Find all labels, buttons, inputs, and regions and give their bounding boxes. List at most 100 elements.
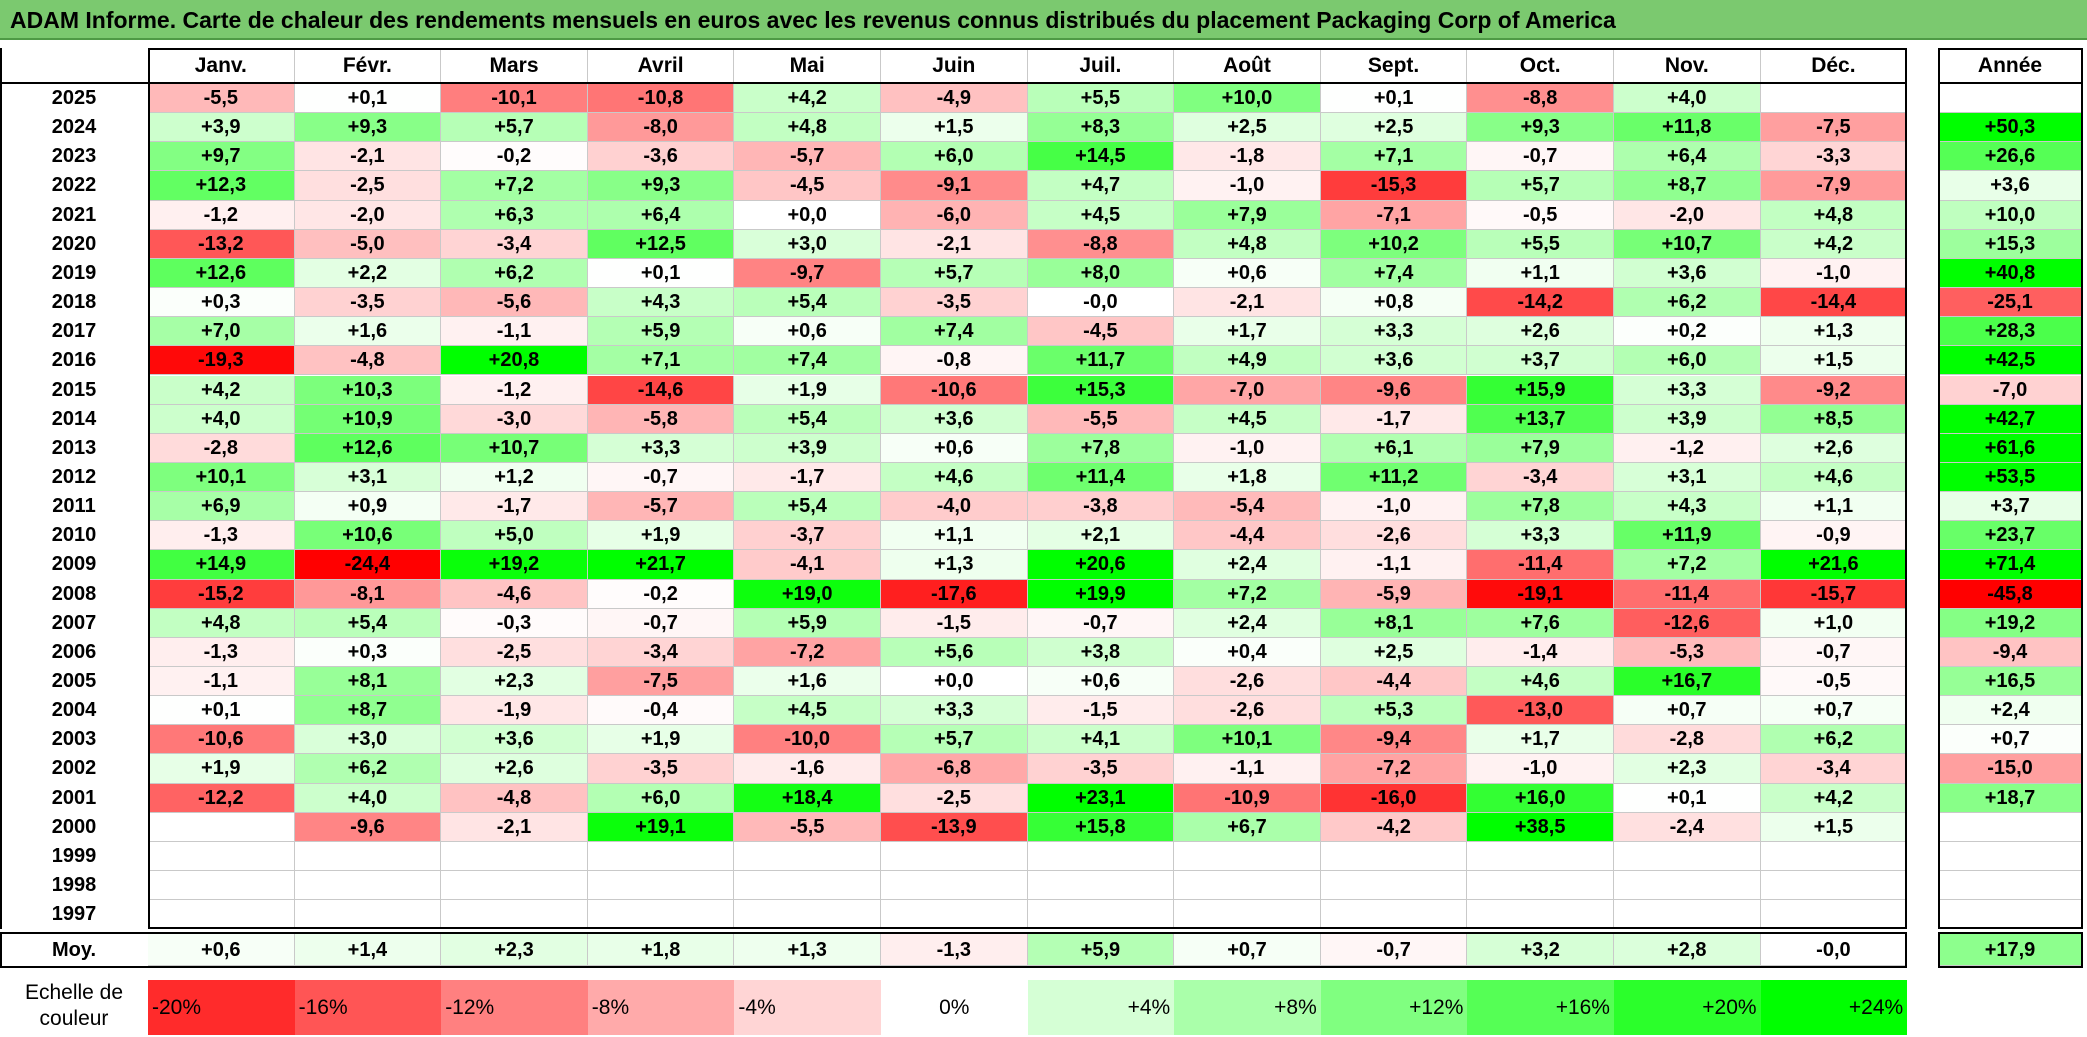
heatmap-cell bbox=[1174, 900, 1321, 930]
heatmap-cell: +7,8 bbox=[1467, 492, 1614, 522]
heatmap-cell: +1,8 bbox=[1174, 462, 1321, 493]
heatmap-cell bbox=[1174, 841, 1321, 872]
heatmap-cell: +2,6 bbox=[1760, 433, 1908, 463]
heatmap-cell: +0,8 bbox=[1320, 288, 1468, 318]
heatmap-cell: +4,7 bbox=[1027, 171, 1175, 201]
heatmap-cell: -5,5 bbox=[734, 812, 881, 842]
row-year-label: 2006 bbox=[51, 640, 97, 663]
heatmap-cell: -7,5 bbox=[1760, 113, 1908, 143]
heatmap-cell: -0,5 bbox=[1467, 200, 1614, 230]
heatmap-cell: -3,3 bbox=[1760, 142, 1908, 172]
heatmap-cell: -8,8 bbox=[1027, 229, 1175, 259]
heatmap-cell: -0,7 bbox=[587, 462, 735, 493]
heatmap-cell: -1,1 bbox=[1174, 754, 1321, 784]
heatmap-cell: -3,5 bbox=[881, 288, 1028, 318]
heatmap-cell: -9,2 bbox=[1760, 375, 1908, 405]
heatmap-cell: +3,6 bbox=[1320, 346, 1468, 376]
color-scale-swatch: -16% bbox=[294, 980, 442, 1035]
heatmap-cell: +10,3 bbox=[294, 375, 442, 405]
heatmap-cell: +8,3 bbox=[1027, 113, 1175, 143]
row-year-label: 2010 bbox=[51, 524, 97, 547]
heatmap-cell: -0,7 bbox=[587, 608, 735, 638]
heatmap-cell: +19,2 bbox=[441, 550, 588, 580]
month-header: Sept. bbox=[1320, 48, 1468, 83]
heatmap-cell: +5,4 bbox=[734, 288, 881, 318]
heatmap-cell: -4,8 bbox=[294, 346, 442, 376]
heatmap-cell: +10,7 bbox=[1614, 229, 1761, 259]
heatmap-cell bbox=[587, 871, 735, 901]
heatmap-cell: +18,4 bbox=[734, 783, 881, 813]
heatmap-cell: +0,1 bbox=[148, 696, 295, 726]
heatmap-cell: +19,1 bbox=[587, 812, 735, 842]
heatmap-cell: +4,5 bbox=[734, 696, 881, 726]
heatmap-cell: -3,4 bbox=[1760, 754, 1908, 784]
heatmap-cell: +7,4 bbox=[881, 317, 1028, 347]
color-scale-swatch: +4% bbox=[1027, 980, 1175, 1035]
heatmap-cell: +21,7 bbox=[587, 550, 735, 580]
heatmap-cell: -1,0 bbox=[1174, 171, 1321, 201]
heatmap-cell: +2,6 bbox=[1467, 317, 1614, 347]
heatmap-cell: +1,6 bbox=[734, 667, 881, 697]
heatmap-cell: +6,9 bbox=[148, 492, 295, 522]
annual-cell: +42,5 bbox=[1938, 346, 2083, 376]
heatmap-cell: +6,2 bbox=[1760, 725, 1908, 755]
heatmap-cell: -2,1 bbox=[1174, 288, 1321, 318]
heatmap-cell: -15,7 bbox=[1760, 579, 1908, 609]
heatmap-cell: -2,1 bbox=[881, 229, 1028, 259]
heatmap-cell: +9,7 bbox=[148, 142, 295, 172]
heatmap-cell: -13,2 bbox=[148, 229, 295, 259]
heatmap-cell: -4,5 bbox=[734, 171, 881, 201]
heatmap-cell: -1,0 bbox=[1467, 754, 1614, 784]
color-scale-swatch: 0% bbox=[881, 980, 1028, 1035]
annual-cell: +18,7 bbox=[1938, 783, 2083, 813]
heatmap-cell: -2,1 bbox=[441, 812, 588, 842]
heatmap-cell: +4,9 bbox=[1174, 346, 1321, 376]
heatmap-cell: +3,9 bbox=[1614, 404, 1761, 434]
annual-cell: +28,3 bbox=[1938, 317, 2083, 347]
month-header: Juin bbox=[881, 48, 1028, 83]
heatmap-cell bbox=[148, 900, 295, 930]
heatmap-cell bbox=[1467, 841, 1614, 872]
heatmap-cell: +7,2 bbox=[1614, 550, 1761, 580]
avg-cell: +0,6 bbox=[148, 934, 295, 966]
heatmap-cell: +15,3 bbox=[1027, 375, 1175, 405]
heatmap-cell: -19,3 bbox=[148, 346, 295, 376]
heatmap-cell bbox=[1760, 84, 1908, 114]
heatmap-cell: +3,8 bbox=[1027, 637, 1175, 667]
heatmap-cell: +3,6 bbox=[881, 404, 1028, 434]
avg-cell: -1,3 bbox=[881, 934, 1028, 966]
heatmap-cell: +7,1 bbox=[1320, 142, 1468, 172]
row-year-label: 2019 bbox=[51, 261, 97, 284]
month-header: Juil. bbox=[1027, 48, 1175, 83]
heatmap-cell: +4,8 bbox=[1760, 200, 1908, 230]
heatmap-cell: +6,0 bbox=[881, 142, 1028, 172]
heatmap-cell: -3,5 bbox=[294, 288, 442, 318]
heatmap-cell: +3,0 bbox=[294, 725, 442, 755]
heatmap-cell: +7,9 bbox=[1174, 200, 1321, 230]
heatmap-cell: +1,0 bbox=[1760, 608, 1908, 638]
heatmap-cell: -1,7 bbox=[441, 492, 588, 522]
heatmap-cell: +10,1 bbox=[148, 462, 295, 493]
heatmap-cell: +1,9 bbox=[148, 754, 295, 784]
month-header: Août bbox=[1174, 48, 1321, 83]
color-scale-label-line2: couleur bbox=[39, 1007, 109, 1030]
heatmap-cell: -2,6 bbox=[1320, 521, 1468, 551]
heatmap-cell: -14,6 bbox=[587, 375, 735, 405]
annual-cell: +53,5 bbox=[1938, 462, 2083, 493]
heatmap-cell: -11,4 bbox=[1614, 579, 1761, 609]
heatmap-cell: -10,6 bbox=[148, 725, 295, 755]
heatmap-cell bbox=[441, 841, 588, 872]
month-header: Avril bbox=[587, 48, 735, 83]
heatmap-cell: -7,2 bbox=[734, 637, 881, 667]
heatmap-cell: +0,1 bbox=[1614, 783, 1761, 813]
heatmap-cell bbox=[148, 841, 295, 872]
heatmap-cell: -14,4 bbox=[1760, 288, 1908, 318]
heatmap-cell: +4,8 bbox=[148, 608, 295, 638]
heatmap-cell: -12,2 bbox=[148, 783, 295, 813]
heatmap-cell: +9,3 bbox=[294, 113, 442, 143]
heatmap-cell: -2,8 bbox=[148, 433, 295, 463]
row-year-label: 1997 bbox=[51, 903, 97, 926]
heatmap-cell: +2,4 bbox=[1174, 550, 1321, 580]
chart-title: ADAM Informe. Carte de chaleur des rende… bbox=[10, 7, 1616, 33]
heatmap-cell: +5,6 bbox=[881, 637, 1028, 667]
